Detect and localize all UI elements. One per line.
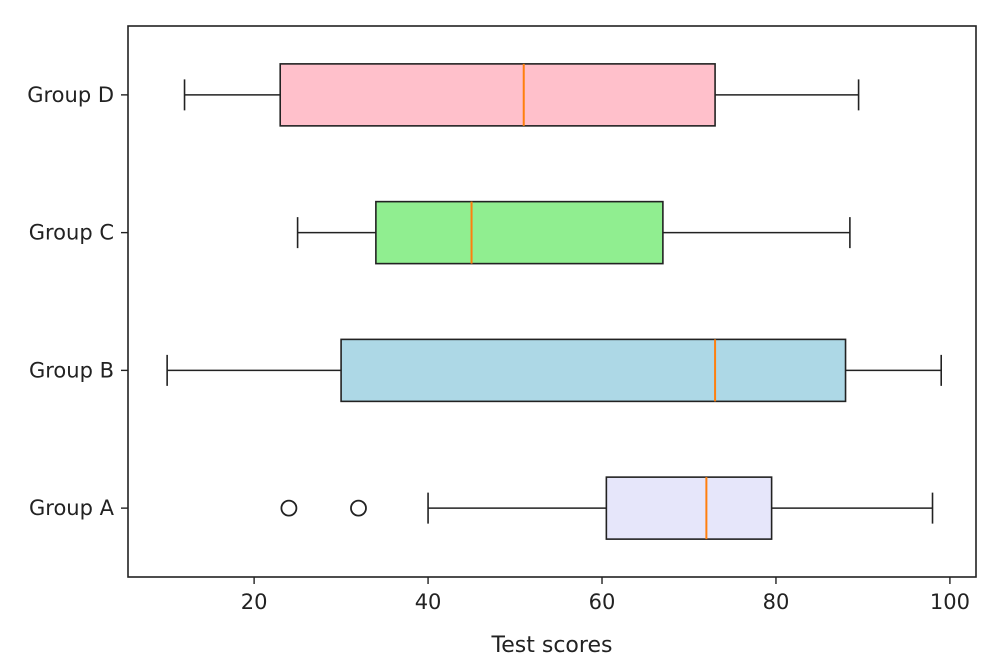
x-tick-label: 100 (930, 590, 970, 614)
x-tick-label: 40 (415, 590, 442, 614)
box-group-d (183, 63, 860, 127)
box-iqr (340, 338, 847, 403)
y-tick-label: Group D (27, 83, 114, 107)
x-axis-label: Test scores (491, 633, 613, 658)
box-group-b (166, 338, 943, 403)
x-tick-label: 80 (763, 590, 790, 614)
y-tick-label: Group B (29, 358, 114, 382)
x-axis: 20 40 60 80 100 (241, 577, 970, 614)
boxes (166, 63, 943, 540)
box-iqr (605, 476, 773, 540)
box-iqr (279, 63, 716, 127)
box-iqr (375, 200, 664, 265)
outlier-point (280, 499, 298, 517)
y-tick-label: Group A (29, 496, 115, 520)
x-tick-label: 20 (241, 590, 268, 614)
x-tick-label: 60 (589, 590, 616, 614)
outlier-point (350, 499, 367, 517)
box-group-a (280, 476, 934, 540)
y-tick-label: Group C (29, 221, 114, 245)
box-group-c (296, 200, 851, 265)
y-axis: Group A Group B Group C Group D (27, 83, 128, 520)
